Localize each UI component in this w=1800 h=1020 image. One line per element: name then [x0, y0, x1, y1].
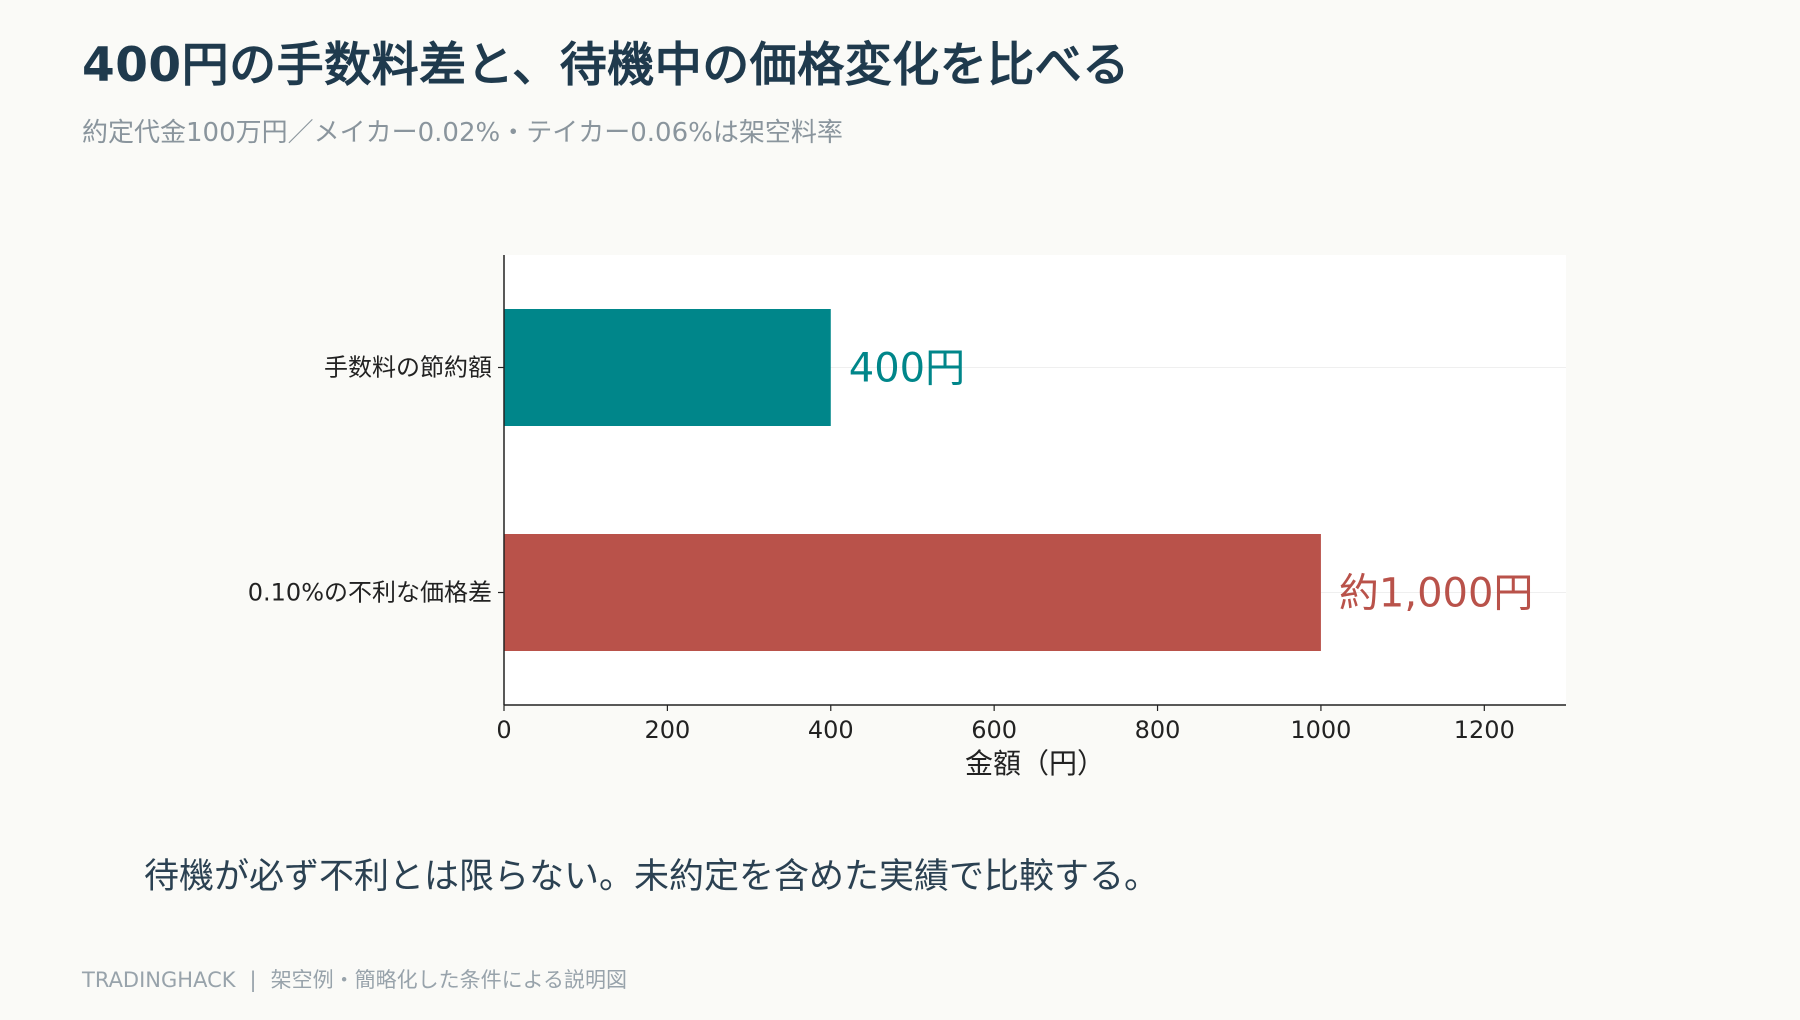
x-tick-label: 1000: [1290, 716, 1351, 744]
axes: [498, 255, 1566, 711]
bar-2: [504, 534, 1321, 651]
bars: [504, 309, 1321, 651]
footer: TRADINGHACK | 架空例・簡略化した条件による説明図: [82, 964, 627, 994]
value-label-1: 400円: [849, 346, 965, 392]
x-tick-label: 800: [1135, 716, 1181, 744]
x-tick-label: 400: [808, 716, 854, 744]
footer-brand: TRADINGHACK: [82, 968, 236, 992]
x-tick-label: 0: [496, 716, 511, 744]
chart-title: 400円の手数料差と、待機中の価格変化を比べる: [82, 38, 1130, 93]
footer-note: 架空例・簡略化した条件による説明図: [270, 968, 627, 992]
value-label-2: 約1,000円: [1339, 571, 1534, 617]
x-tick-label: 600: [971, 716, 1017, 744]
y-tick-label-1: 手数料の節約額: [324, 354, 492, 382]
x-tick-label: 1200: [1454, 716, 1515, 744]
x-axis-label: 金額（円）: [965, 747, 1105, 780]
y-tick-label-2: 0.10%の不利な価格差: [248, 579, 492, 607]
bar-1: [504, 309, 831, 426]
chart-subtitle: 約定代金100万円／メイカー0.02%・テイカー0.06%は架空料率: [82, 118, 843, 148]
footer-separator: |: [249, 968, 257, 992]
takeaway-text: 待機が必ず不利とは限らない。未約定を含めた実績で比較する。: [144, 857, 1160, 897]
x-tick-label: 200: [644, 716, 690, 744]
